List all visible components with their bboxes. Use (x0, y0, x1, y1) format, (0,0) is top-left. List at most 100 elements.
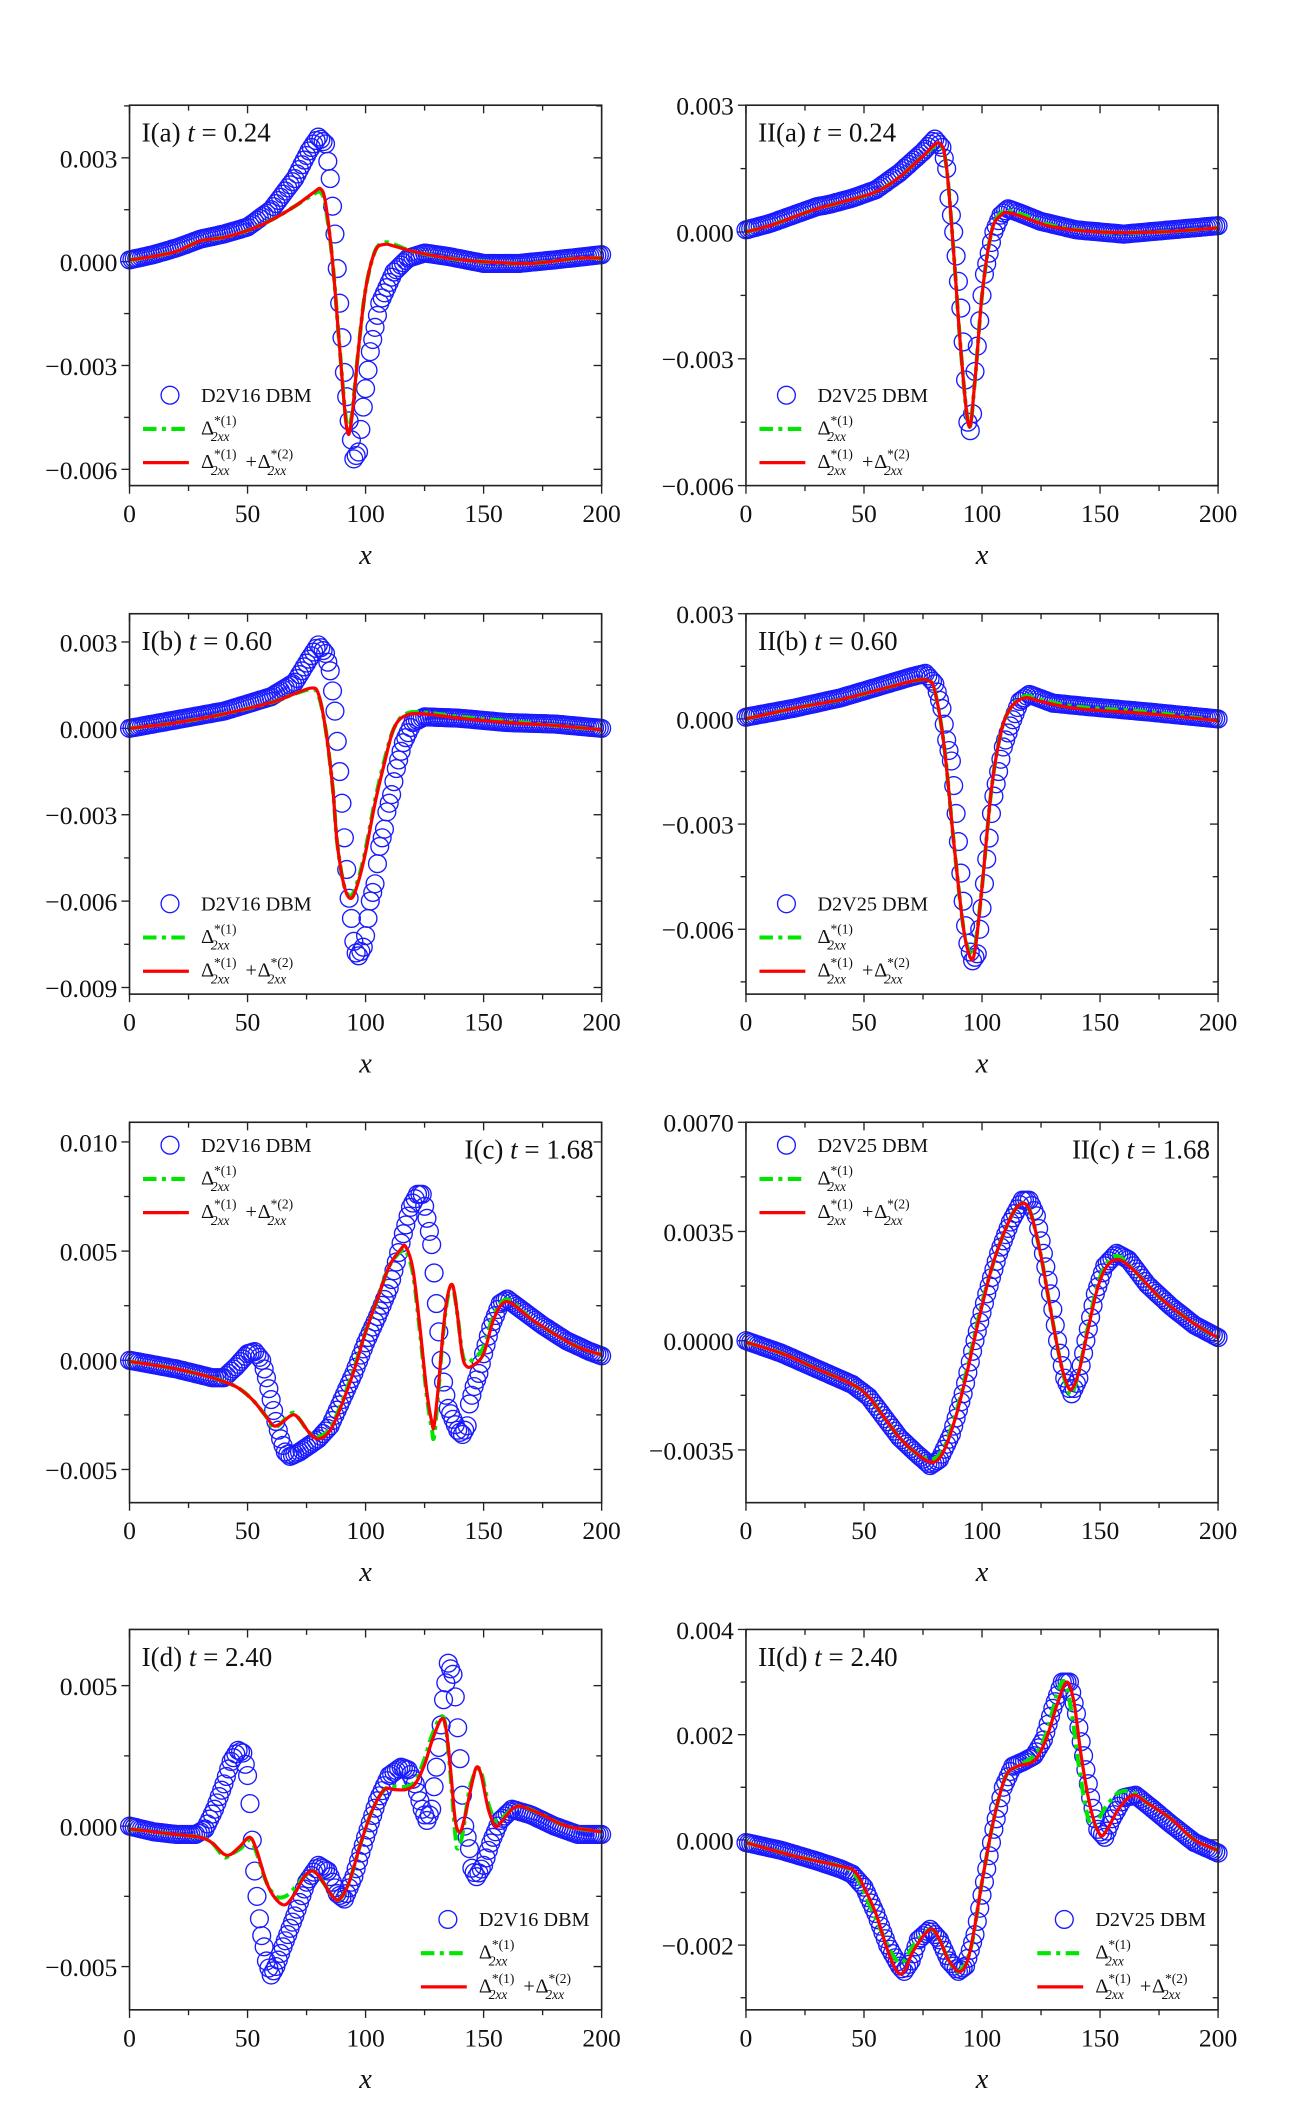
legend-first-plus-second-label-a: Δ*(1) 2xx (201, 447, 236, 478)
subscript: 2xx (1105, 1953, 1124, 1968)
x-tick-label: 150 (464, 1516, 502, 1545)
superscript: *(1) (214, 955, 236, 970)
legend-plus-sign: + (1140, 1975, 1151, 1997)
dbm-point (367, 854, 388, 874)
subscript: 2xx (884, 1213, 903, 1228)
dbm-point (953, 332, 973, 352)
dbm-point (443, 1664, 463, 1684)
title-part: = 1.68 (518, 1135, 594, 1165)
dbm-point (419, 1221, 439, 1241)
delta-symbol: Δ (201, 451, 214, 473)
x-axis-label: x (975, 1557, 989, 1588)
title-part: II(c) (1072, 1135, 1127, 1165)
superscript: *(1) (214, 1197, 236, 1212)
superscript: *(2) (549, 1971, 571, 1986)
x-tick-label: 150 (1081, 499, 1119, 528)
x-tick-label: 150 (464, 2023, 502, 2052)
x-tick-label: 0 (740, 1516, 753, 1545)
plot-frame (745, 1121, 1219, 1504)
panel-title: II(a) t = 0.24 (758, 118, 897, 148)
y-tick-label: −0.003 (45, 801, 117, 830)
dbm-point (1123, 1256, 1143, 1276)
dbm-point (386, 759, 406, 779)
subscript: 2xx (489, 1953, 508, 1968)
dbm-point (469, 1363, 489, 1384)
dbm-point (951, 863, 971, 883)
panel-title: I(a) t = 0.24 (142, 118, 272, 148)
x-tick-label: 0 (123, 499, 136, 528)
dbm-point (1128, 1262, 1148, 1282)
legend-first-order-label: Δ*(1) 2xx (201, 1163, 236, 1194)
title-part: = 2.40 (822, 1642, 898, 1672)
dbm-point (986, 774, 1006, 794)
superscript: *(1) (830, 921, 852, 936)
delta-symbol: Δ (1095, 1975, 1108, 1997)
legend-dbm-label: D2V16 DBM (479, 1909, 590, 1931)
dbm-point (927, 132, 947, 152)
delta-symbol: Δ (817, 960, 830, 982)
subscript: 2xx (884, 463, 903, 478)
dbm-point (960, 942, 980, 962)
x-axis-label: x (358, 1557, 372, 1588)
dbm-point (410, 709, 430, 729)
subscript: 2xx (211, 1179, 230, 1194)
dbm-point (1163, 1816, 1183, 1836)
delta-symbol: Δ (874, 960, 887, 982)
dbm-point (311, 129, 331, 149)
title-part: I(d) (142, 1642, 189, 1672)
dbm-point (398, 1206, 418, 1226)
time-variable: t (814, 626, 823, 656)
superscript: *(1) (830, 447, 852, 462)
legend-first-order-label: Δ*(1) 2xx (201, 413, 236, 444)
y-tick-label: −0.009 (45, 974, 117, 1003)
dbm-point (474, 1855, 494, 1875)
plot-frame (128, 1628, 603, 2011)
dbm-point (934, 714, 954, 734)
plot-frame (128, 612, 603, 995)
subscript: 2xx (211, 938, 230, 953)
dbm-point (426, 1293, 446, 1314)
legend-plus-sign: + (862, 960, 873, 982)
dbm-point (946, 246, 966, 266)
panel-title: II(d) t = 2.40 (758, 1642, 898, 1672)
legend-first-order-label: Δ*(1) 2xx (479, 1937, 514, 1968)
dbm-point (471, 1354, 491, 1374)
dbm-point (249, 1909, 270, 1929)
x-tick-label: 150 (1081, 2023, 1119, 2052)
dbm-point (1177, 1827, 1198, 1847)
x-tick-label: 150 (1081, 1008, 1119, 1037)
dbm-point (332, 328, 352, 348)
x-axis-label: x (358, 1048, 372, 1079)
dbm-point (452, 1424, 473, 1445)
dbm-point (315, 1860, 336, 1880)
x-tick-label: 100 (346, 499, 384, 528)
dbm-point (384, 1261, 404, 1281)
first-plus-second-order-line (129, 1243, 603, 1441)
y-tick-label: 0.000 (60, 248, 118, 277)
legend-plus-sign: + (246, 1201, 257, 1223)
dbm-point (344, 931, 364, 951)
legend-first-plus-second-label-a: Δ*(1) 2xx (201, 1197, 236, 1228)
dbm-point (240, 1794, 260, 1814)
dbm-point (341, 908, 361, 929)
delta-symbol: Δ (536, 1975, 549, 1997)
dbm-point (280, 175, 300, 195)
dbm-point (247, 1886, 267, 1906)
legend-first-order-label: Δ*(1) 2xx (817, 1163, 852, 1194)
dbm-series (736, 1672, 1228, 1981)
dbm-point (308, 127, 328, 147)
dbm-point (202, 1804, 222, 1824)
dbm-point (358, 360, 378, 380)
dbm-point (922, 1922, 943, 1942)
dbm-point (334, 362, 354, 383)
x-tick-label: 200 (582, 1008, 620, 1037)
x-tick-label: 0 (123, 1008, 136, 1037)
dbm-point (476, 1848, 496, 1868)
legend-dbm-label: D2V25 DBM (817, 893, 928, 915)
dbm-point (344, 449, 364, 469)
legend-dbm-label: D2V16 DBM (201, 893, 312, 915)
delta-symbol: Δ (258, 1201, 271, 1223)
dbm-point (433, 1372, 454, 1392)
dbm-point (320, 661, 340, 681)
legend-dbm-marker (438, 1909, 458, 1930)
